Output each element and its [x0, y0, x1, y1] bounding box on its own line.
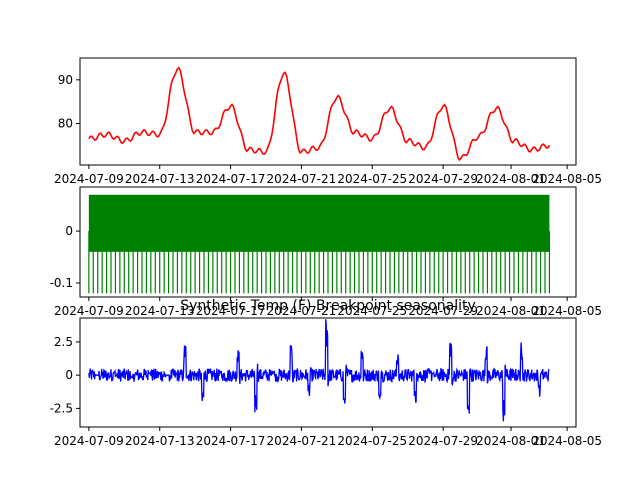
x-tick-label: 2024-08-01	[476, 172, 546, 186]
y-tick-label: 0	[65, 368, 73, 382]
y-tick-label: 0	[65, 224, 73, 238]
y-tick-label: 2.5	[54, 335, 73, 349]
x-tick-label: 2024-07-13	[125, 304, 195, 318]
x-tick-label: 2024-07-25	[337, 434, 407, 448]
axes-frame	[79, 317, 577, 428]
series-line	[88, 66, 551, 162]
x-tick-label: 2024-07-09	[54, 304, 124, 318]
y-tick-label: -0.1	[50, 276, 73, 290]
x-tick-label: 2024-07-29	[408, 304, 478, 318]
x-tick-label: 2024-07-29	[408, 434, 478, 448]
x-tick-label: 2024-07-21	[267, 172, 337, 186]
x-tick-label: 2024-08-01	[476, 434, 546, 448]
x-tick-label: 2024-07-21	[267, 304, 337, 318]
series-line	[88, 319, 550, 422]
x-tick-label: 2024-08-05	[532, 304, 602, 318]
axes-frame	[79, 186, 577, 298]
x-tick-label: 2024-07-25	[337, 172, 407, 186]
x-tick-label: 2024-07-17	[196, 434, 266, 448]
x-tick-label: 2024-08-01	[476, 304, 546, 318]
x-tick-label: 2024-07-17	[196, 172, 266, 186]
x-tick-label: 2024-07-21	[267, 434, 337, 448]
axes-frame	[79, 57, 577, 166]
x-tick-label: 2024-08-05	[532, 172, 602, 186]
x-tick-label: 2024-08-05	[532, 434, 602, 448]
y-tick-label: 80	[58, 117, 73, 131]
x-tick-label: 2024-07-09	[54, 434, 124, 448]
x-tick-label: 2024-07-29	[408, 172, 478, 186]
x-tick-label: 2024-07-13	[125, 434, 195, 448]
x-tick-label: 2024-07-25	[337, 304, 407, 318]
chart-title: Synthetic Temp (F) Breakpoint seasonalit…	[180, 298, 476, 314]
breakpoint-chart: Synthetic Temp (F) Breakpoint seasonalit…	[50, 298, 602, 448]
x-tick-label: 2024-07-17	[196, 304, 266, 318]
y-tick-label: 90	[58, 73, 73, 87]
x-tick-label: 2024-07-13	[125, 172, 195, 186]
y-tick-label: -2.5	[50, 401, 73, 415]
x-tick-label: 2024-07-09	[54, 172, 124, 186]
